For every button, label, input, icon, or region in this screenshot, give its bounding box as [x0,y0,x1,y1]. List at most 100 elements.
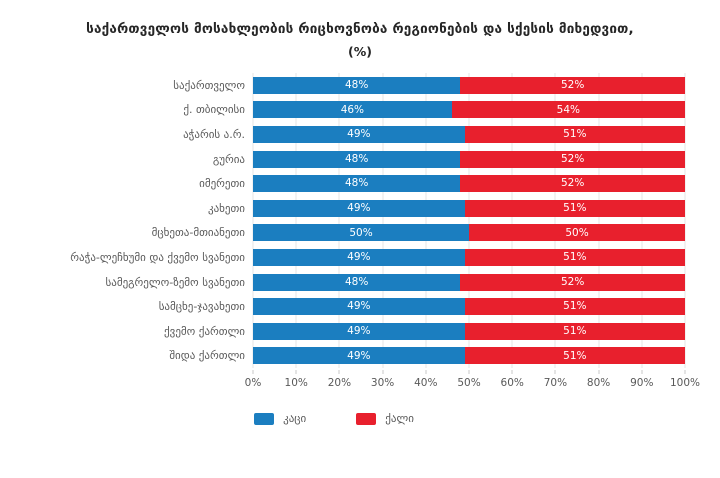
bar-track: 49% 51% [253,322,685,340]
bar-value-label: 51% [563,349,587,362]
x-axis: 0% 10% 20% 30% 40% 50% 60% 70% 80% 90% 100% [245,370,700,394]
bar-value-label: 49% [347,324,371,337]
bar-value-label: 48% [345,152,369,165]
legend-swatch-female [356,412,377,425]
bar-row: საქართველო 48% 52% [0,73,720,98]
bar-track: 49% 51% [253,125,685,143]
bar-track: 48% 52% [253,273,685,291]
gridline [684,73,686,369]
stacked-bar-chart: საქართველო 48% 52% ქ. თბილისი 46% 54% აჭარის ა… [0,73,720,425]
bar-row: რაჭა-ლეჩხუმი და ქვემო სვანეთი 49% 51% [0,245,720,270]
bar-segment-male: 48% [253,150,461,168]
gridline-layer [252,73,686,369]
axis-tick-mark [554,370,556,375]
bar-segment-female: 52% [460,175,685,193]
bar-value-label: 49% [347,300,371,313]
bar-segment-female: 51% [464,322,685,340]
axis-tick-label: 90% [630,377,654,390]
bar-value-label: 54% [556,103,581,116]
bar-value-label: 52% [561,275,585,288]
category-label: შიდა ქართლი [169,349,245,363]
bar-value-label: 50% [349,226,373,239]
bar-track: 48% 52% [253,76,685,94]
category-label: იმერეთი [199,177,245,191]
legend-item-female: ქალი [356,412,414,425]
bar-value-label: 51% [563,128,587,141]
legend-label-male: კაცი [283,412,307,426]
bar-value-label: 52% [561,152,585,165]
gridline [425,73,427,369]
bar-row: სამცხე-ჯავახეთი 49% 51% [0,294,720,319]
bar-segment-male: 49% [253,199,465,217]
category-label: რაჭა-ლეჩხუმი და ქვემო სვანეთი [70,250,245,264]
bar-row: აჭარის ა.რ. 49% 51% [0,122,720,147]
bar-segment-male: 48% [253,273,461,291]
bar-value-label: 48% [345,79,369,92]
bar-segment-female: 51% [464,298,685,316]
bar-value-label: 51% [563,300,587,313]
gridline [382,73,384,369]
bar-segment-male: 46% [253,101,452,119]
bar-track: 49% 51% [253,298,685,316]
axis-tick-label: 100% [669,377,701,390]
bar-row: ქვემო ქართლი 49% 51% [0,319,720,344]
bar-segment-female: 52% [460,76,685,94]
gridline [468,73,470,369]
axis-tick-mark [382,370,384,375]
bar-value-label: 50% [565,226,589,239]
legend: კაცი ქალი [0,412,694,425]
bar-track: 50% 50% [253,224,685,242]
gridline [511,73,513,369]
bar-row: კახეთი 49% 51% [0,196,720,221]
bar-value-label: 52% [561,79,585,92]
bar-segment-female: 51% [464,199,685,217]
bar-value-label: 48% [345,177,369,190]
bar-value-label: 52% [561,177,585,190]
bar-segment-female: 54% [451,101,685,119]
chart-title: საქართველოს მოსახლეობის რიცხოვნობა რეგიო… [86,21,634,37]
category-label: ქ. თბილისი [183,103,245,117]
bar-value-label: 46% [340,103,365,116]
bar-row: ქ. თბილისი 46% 54% [0,98,720,123]
bar-track: 46% 54% [253,101,685,119]
gridline [338,73,340,369]
axis-tick-label: 30% [370,377,395,390]
bar-segment-female: 51% [464,248,685,266]
bar-segment-male: 49% [253,125,465,143]
axis-tick-label: 60% [500,377,524,390]
category-label: კახეთი [207,201,245,215]
axis-tick-label: 20% [327,377,352,390]
bar-segment-male: 49% [253,248,465,266]
category-label: აჭარის ა.რ. [183,127,245,141]
bar-value-label: 49% [347,202,371,215]
axis-tick-label: 0% [244,377,262,390]
bar-value-label: 49% [347,349,371,362]
bar-row: შიდა ქართლი 49% 51% [0,344,720,369]
bar-segment-male: 49% [253,322,465,340]
bar-segment-male: 48% [253,175,461,193]
gridline [641,73,643,369]
bar-segment-female: 51% [464,125,685,143]
bar-track: 48% 52% [253,175,685,193]
bar-segment-male: 48% [253,76,461,94]
bar-value-label: 49% [347,251,371,264]
category-label: სამცხე-ჯავახეთი [158,300,245,314]
plot-area: საქართველო 48% 52% ქ. თბილისი 46% 54% აჭარის ა… [0,73,720,369]
axis-tick-mark [252,370,254,375]
axis-tick-label: 50% [457,377,481,390]
bar-segment-female: 52% [460,273,685,291]
bar-row: იმერეთი 48% 52% [0,171,720,196]
axis-tick-mark [295,370,297,375]
category-label: სამეგრელო-ზემო სვანეთი [105,275,245,289]
bar-segment-male: 49% [253,347,465,365]
bar-value-label: 51% [563,202,587,215]
bar-track: 48% 52% [253,150,685,168]
bar-value-label: 51% [563,251,587,264]
axis-tick-label: 10% [284,377,308,390]
axis-tick-label: 40% [414,377,438,390]
category-label: მცხეთა-მთიანეთი [151,226,245,240]
bar-row: გურია 48% 52% [0,147,720,172]
bar-value-label: 51% [563,324,587,337]
bar-segment-female: 50% [469,224,685,242]
